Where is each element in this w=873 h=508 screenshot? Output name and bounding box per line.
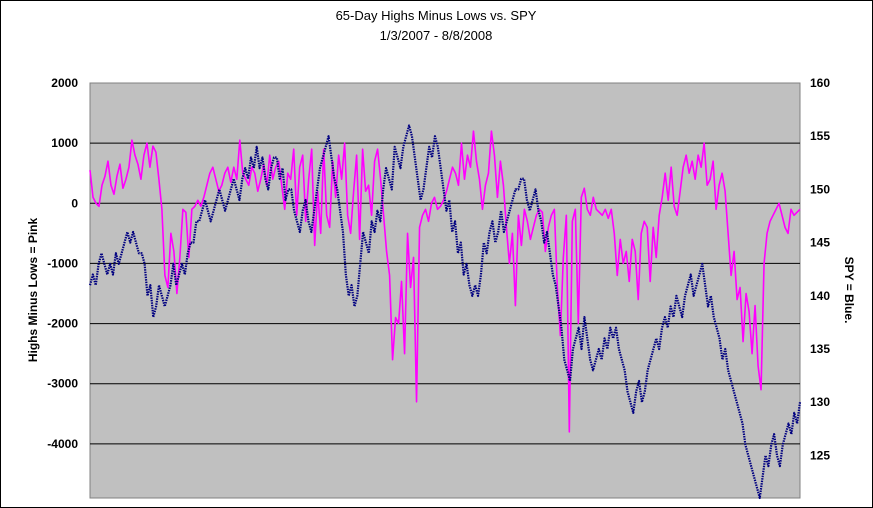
- y-axis-label-left: Highs Minus Lows = Pink: [26, 218, 40, 363]
- y-axis-label-right: SPY = Blue.: [842, 257, 856, 324]
- right-tick-label: 155: [810, 129, 830, 143]
- left-axis-ticks: 2000 1000 0 -1000 -2000 -3000 -4000: [47, 76, 78, 451]
- right-tick-label: 150: [810, 182, 830, 196]
- right-axis-ticks: 160 155 150 145 140 135 130 125: [810, 76, 830, 462]
- left-tick-label: 1000: [51, 136, 78, 150]
- plot-area: [89, 82, 801, 499]
- chart-subtitle: 1/3/2007 - 8/8/2008: [380, 28, 493, 43]
- right-tick-label: 160: [810, 76, 830, 90]
- left-tick-label: -2000: [47, 317, 78, 331]
- left-tick-label: 2000: [51, 76, 78, 90]
- left-tick-label: -1000: [47, 256, 78, 270]
- right-tick-label: 130: [810, 395, 830, 409]
- gridlines: [90, 142, 800, 445]
- left-tick-label: -3000: [47, 377, 78, 391]
- right-tick-label: 145: [810, 236, 830, 250]
- left-tick-label: 0: [71, 196, 78, 210]
- spy-series-line: [88, 124, 802, 500]
- left-tick-label: -4000: [47, 437, 78, 451]
- right-tick-label: 140: [810, 289, 830, 303]
- series-layer: [88, 124, 802, 500]
- right-tick-label: 135: [810, 342, 830, 356]
- chart-title: 65-Day Highs Minus Lows vs. SPY: [336, 8, 537, 23]
- right-tick-label: 125: [810, 448, 830, 462]
